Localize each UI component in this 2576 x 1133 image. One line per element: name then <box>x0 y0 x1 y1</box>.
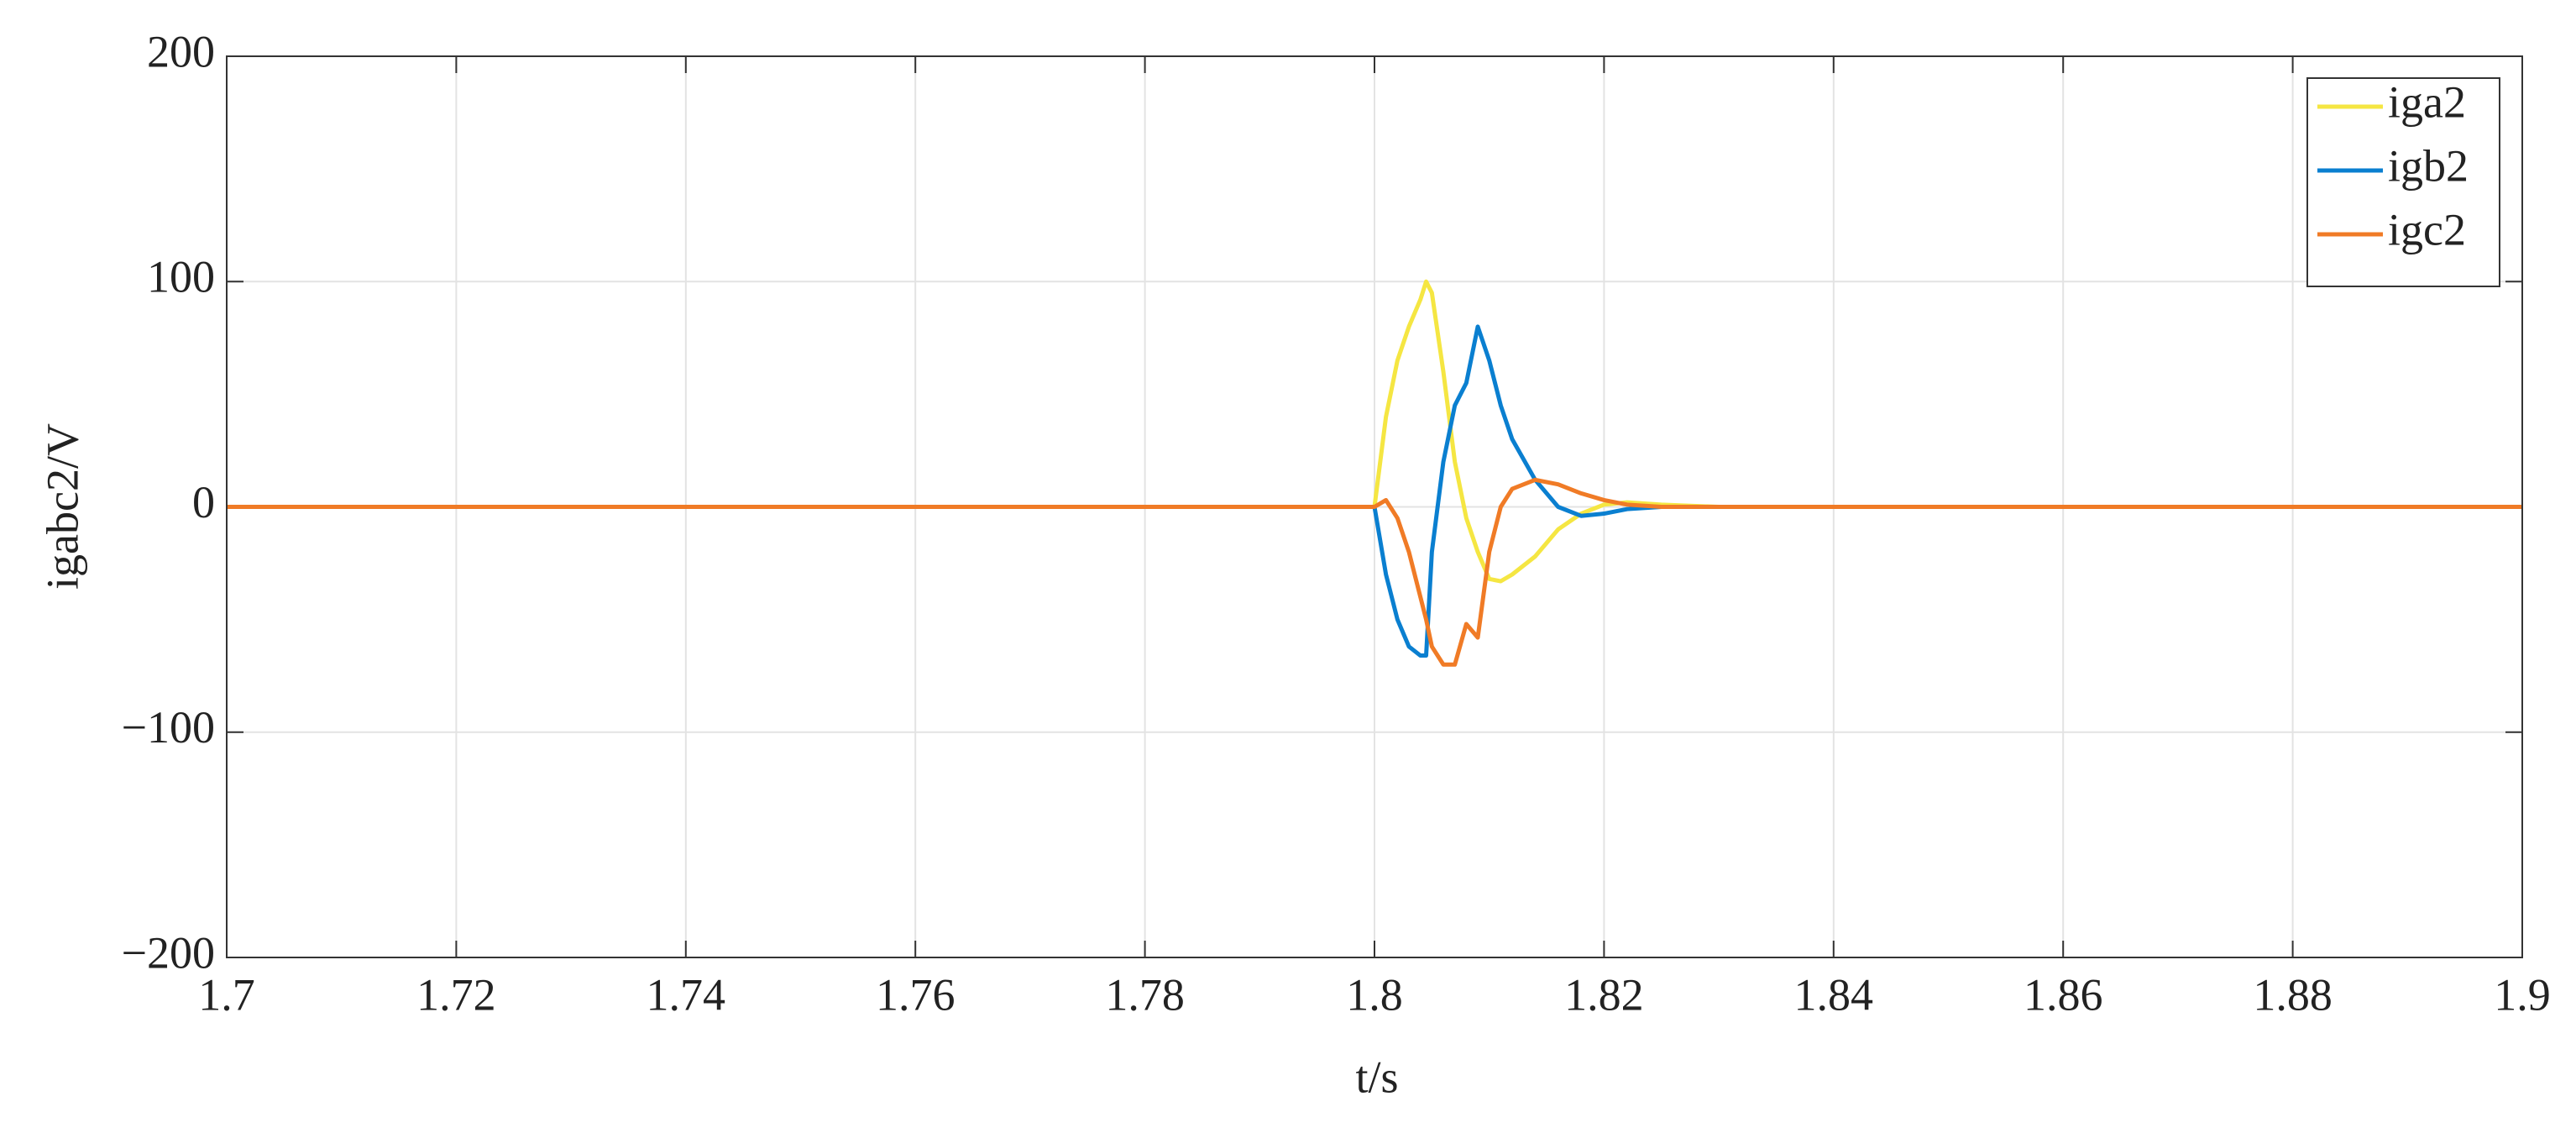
legend-box <box>2306 77 2500 287</box>
y-tick-label: −100 <box>122 702 215 753</box>
x-tick-label: 1.72 <box>416 969 496 1020</box>
x-tick-label: 1.74 <box>647 969 726 1020</box>
x-tick-label: 1.82 <box>1564 969 1644 1020</box>
series-line <box>227 279 2522 584</box>
x-tick-label: 1.86 <box>2024 969 2103 1020</box>
y-tick-label: 100 <box>147 252 215 302</box>
y-tick-label: 0 <box>192 477 215 527</box>
x-tick-label: 1.88 <box>2253 969 2333 1020</box>
legend-label: iga2 <box>2388 76 2466 127</box>
x-tick-label: 1.8 <box>1346 969 1403 1020</box>
legend-label: igb2 <box>2388 140 2469 191</box>
series-line <box>227 477 2522 667</box>
y-tick-label: 200 <box>147 26 215 76</box>
x-axis-label: t/s <box>1355 1052 1398 1102</box>
x-tick-label: 1.84 <box>1794 969 1874 1020</box>
x-tick-label: 1.7 <box>198 969 255 1020</box>
y-axis-label: igabc2/V <box>37 423 87 590</box>
series-line <box>227 324 2522 658</box>
plot-frame <box>226 55 2523 958</box>
y-tick-label: −200 <box>122 927 215 978</box>
x-tick-label: 1.76 <box>876 969 956 1020</box>
x-tick-label: 1.9 <box>2494 969 2551 1020</box>
x-tick-label: 1.78 <box>1105 969 1185 1020</box>
legend-label: igc2 <box>2388 204 2466 254</box>
